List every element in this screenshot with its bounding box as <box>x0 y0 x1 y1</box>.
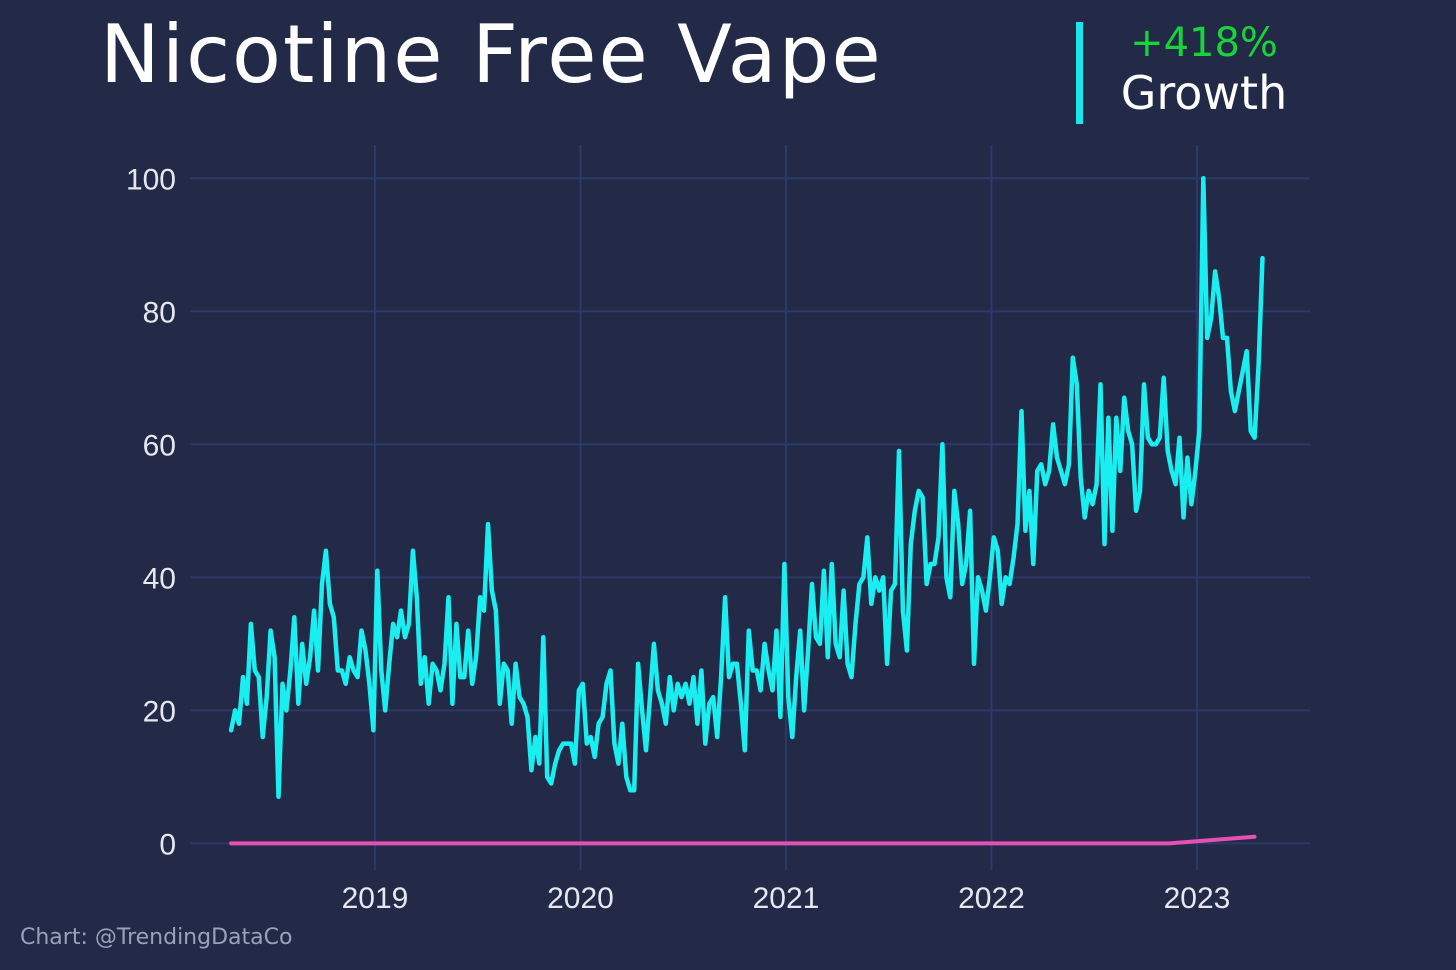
chart-title: Nicotine Free Vape <box>100 8 883 101</box>
growth-percentage: +418% <box>1130 20 1278 66</box>
y-tick-label: 60 <box>143 429 176 462</box>
series-line-baseline <box>229 834 1257 846</box>
chart-credit: Chart: @TrendingDataCo <box>20 925 293 950</box>
x-tick-label: 2022 <box>958 882 1025 915</box>
x-axis-labels: 2019 2020 2021 2022 2023 <box>342 882 1231 915</box>
y-axis-labels: 0 20 40 60 80 100 <box>126 163 176 861</box>
y-tick-label: 20 <box>143 695 176 728</box>
title-divider <box>1076 22 1083 124</box>
series-line-main <box>228 176 1265 800</box>
y-tick-label: 0 <box>159 828 176 861</box>
x-tick-label: 2023 <box>1164 882 1231 915</box>
x-tick-label: 2020 <box>547 882 614 915</box>
grid-layer <box>190 145 1310 870</box>
y-tick-label: 80 <box>143 296 176 329</box>
growth-label: Growth <box>1120 66 1288 120</box>
y-tick-label: 100 <box>126 163 176 196</box>
series-layer <box>228 176 1265 846</box>
x-tick-label: 2019 <box>342 882 409 915</box>
x-tick-label: 2021 <box>753 882 820 915</box>
y-tick-label: 40 <box>143 562 176 595</box>
